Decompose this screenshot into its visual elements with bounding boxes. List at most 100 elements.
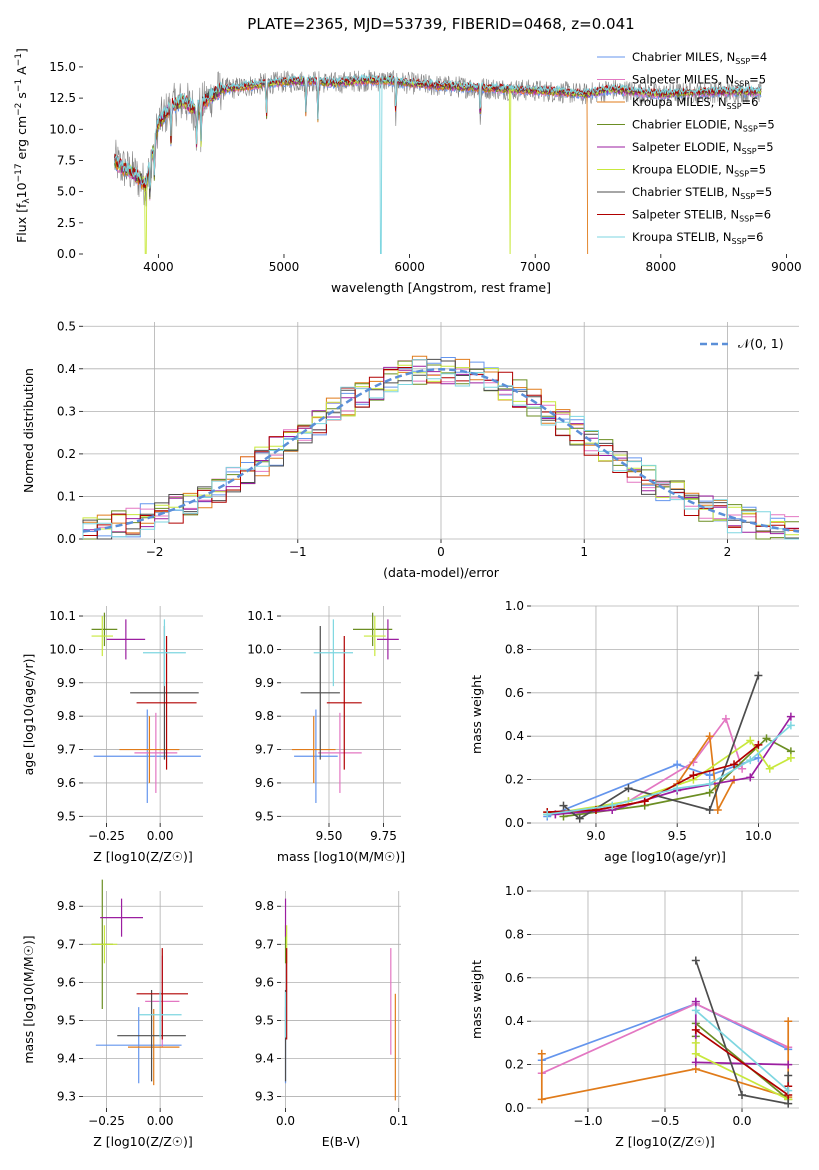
legend-label-kroupa-miles: Kroupa MILES, NSSP=6 <box>632 95 758 111</box>
y-tick-label: 9.4 <box>255 1052 274 1066</box>
weight-marker-chabrier-stelib <box>705 805 714 814</box>
weight-marker-salpeter-elodie <box>691 1058 700 1067</box>
weight-marker-kroupa-stelib <box>784 1086 793 1095</box>
weight-marker-kroupa-stelib <box>691 1006 700 1015</box>
legend-label-salpeter-elodie: Salpeter ELODIE, NSSP=5 <box>632 140 774 156</box>
weight-marker-chabrier-miles <box>673 760 682 769</box>
x-axis-label: wavelength [Angstrom, rest frame] <box>331 280 551 295</box>
weight-marker-salpeter-stelib <box>640 797 649 806</box>
x-tick-label: 2 <box>724 545 732 559</box>
weight-line-kroupa-elodie <box>547 739 792 816</box>
y-tick-label: 0.0 <box>505 1101 524 1115</box>
legend-label-chabrier-miles: Chabrier MILES, NSSP=4 <box>632 50 767 66</box>
weight-marker-kroupa-elodie <box>746 736 755 745</box>
y-tick-label: 0.3 <box>57 404 76 418</box>
x-axis-label: mass [log10(M/M☉)] <box>277 849 405 864</box>
weight-marker-kroupa-miles <box>784 1017 793 1026</box>
y-tick-label: 9.6 <box>255 975 274 989</box>
y-tick-label: 10.1 <box>49 609 76 623</box>
y-tick-label: 2.5 <box>57 216 76 230</box>
weight-marker-chabrier-elodie <box>705 788 714 797</box>
x-tick-label: 4000 <box>143 260 174 274</box>
y-tick-label: 9.9 <box>57 676 76 690</box>
y-tick-label: 9.4 <box>57 1052 76 1066</box>
y-tick-label: 10.0 <box>247 642 274 656</box>
figure-title: PLATE=2365, MJD=53739, FIBERID=0468, z=0… <box>247 15 634 33</box>
x-tick-label: 9000 <box>771 260 802 274</box>
legend-label-normal: 𝒩(0, 1) <box>738 336 784 351</box>
x-tick-label: 0 <box>437 545 445 559</box>
y-axis-label: age [log10(age/yr)] <box>21 654 36 776</box>
x-axis-label: Z [log10(Z/Z☉)] <box>615 1134 715 1149</box>
y-tick-label: 9.7 <box>57 743 76 757</box>
y-tick-label: 9.9 <box>255 676 274 690</box>
weight-marker-salpeter-elodie <box>746 773 755 782</box>
x-tick-label: 7000 <box>520 260 551 274</box>
model-kroupa-stelib <box>113 73 762 254</box>
y-tick-label: 9.5 <box>255 1013 274 1027</box>
x-tick-label: 0.0 <box>732 1114 751 1128</box>
weight-marker-kroupa-miles <box>537 1049 546 1058</box>
x-tick-label: 0.00 <box>147 1114 174 1128</box>
x-tick-label: −0.5 <box>650 1114 679 1128</box>
y-tick-label: 0.6 <box>505 686 524 700</box>
legend-label-salpeter-miles: Salpeter MILES, NSSP=5 <box>632 73 766 89</box>
weight-line-kroupa-stelib <box>695 1009 789 1092</box>
x-axis-label: Z [log10(Z/Z☉)] <box>93 1134 193 1149</box>
mass-vs-ebv-panel: 0.0 0.1 9.3 9.4 9.5 9.6 9.7 9.8 E(B-V) <box>255 891 408 1149</box>
weight-marker-chabrier-elodie <box>762 734 771 743</box>
x-tick-label: 0.0 <box>276 1114 295 1128</box>
y-tick-label: 0.1 <box>57 489 76 503</box>
y-tick-label: 9.6 <box>255 776 274 790</box>
y-tick-label: 0.0 <box>57 247 76 261</box>
legend-label-chabrier-stelib: Chabrier STELIB, NSSP=5 <box>632 185 772 201</box>
x-axis-label: Z [log10(Z/Z☉)] <box>93 849 193 864</box>
weight-marker-chabrier-miles <box>754 753 763 762</box>
weight-marker-kroupa-elodie <box>691 1038 700 1047</box>
x-tick-label: 0.00 <box>147 829 174 843</box>
x-tick-label: −1 <box>289 545 307 559</box>
weight-marker-chabrier-stelib <box>784 1099 793 1108</box>
y-axis-label: mass weight <box>469 960 484 1039</box>
legend-label-kroupa-elodie: Kroupa ELODIE, NSSP=5 <box>632 163 766 179</box>
weight-marker-kroupa-stelib <box>705 779 714 788</box>
legend-label-chabrier-elodie: Chabrier ELODIE, NSSP=5 <box>632 118 775 134</box>
y-tick-label: 9.8 <box>255 709 274 723</box>
y-tick-label: 9.5 <box>255 809 274 823</box>
y-tick-label: 1.0 <box>505 884 524 898</box>
normal-curve <box>82 368 800 533</box>
y-axis-label: Flux [fλ10−17 erg cm−2 s−1 A−1] <box>14 48 32 243</box>
weight-marker-salpeter-miles <box>721 714 730 723</box>
y-tick-label: 0.4 <box>505 729 524 743</box>
y-tick-label: 0.2 <box>505 1058 524 1072</box>
weight-marker-salpeter-stelib <box>691 1025 700 1034</box>
weight-marker-chabrier-stelib <box>559 801 568 810</box>
weight-marker-salpeter-stelib <box>754 740 763 749</box>
age-vs-Z-panel: −0.25 0.00 9.5 9.6 9.7 9.8 9.9 10.0 10.1 Z [log10… <box>21 606 203 864</box>
x-axis-label: (data-model)/error <box>383 565 500 580</box>
y-tick-label: 0.6 <box>505 971 524 985</box>
y-tick-label: 10.0 <box>49 642 76 656</box>
y-axis-label: mass weight <box>469 675 484 754</box>
weight-marker-kroupa-stelib <box>786 721 795 730</box>
weight-marker-chabrier-stelib <box>754 671 763 680</box>
weight-marker-salpeter-elodie <box>691 997 700 1006</box>
weight-marker-salpeter-stelib <box>730 760 739 769</box>
weight-marker-chabrier-miles <box>705 771 714 780</box>
weight-marker-chabrier-stelib <box>575 814 584 823</box>
weight-marker-kroupa-miles <box>705 732 714 741</box>
y-tick-label: 9.3 <box>255 1090 274 1104</box>
x-tick-label: −0.25 <box>88 829 125 843</box>
y-tick-label: 15.0 <box>49 60 76 74</box>
weight-marker-kroupa-stelib <box>543 810 552 819</box>
y-tick-label: 0.8 <box>505 642 524 656</box>
x-tick-label: 10.0 <box>745 829 772 843</box>
x-axis-label: E(B-V) <box>322 1134 361 1149</box>
x-tick-label: 9.0 <box>586 829 605 843</box>
age-vs-mass-panel: 9.50 9.75 9.5 9.6 9.7 9.8 9.9 10.0 10.1 mass [log… <box>247 606 405 864</box>
y-tick-label: 10.1 <box>247 609 274 623</box>
y-tick-label: 9.8 <box>255 899 274 913</box>
y-tick-label: 0.2 <box>57 447 76 461</box>
weight-marker-salpeter-elodie <box>784 1060 793 1069</box>
